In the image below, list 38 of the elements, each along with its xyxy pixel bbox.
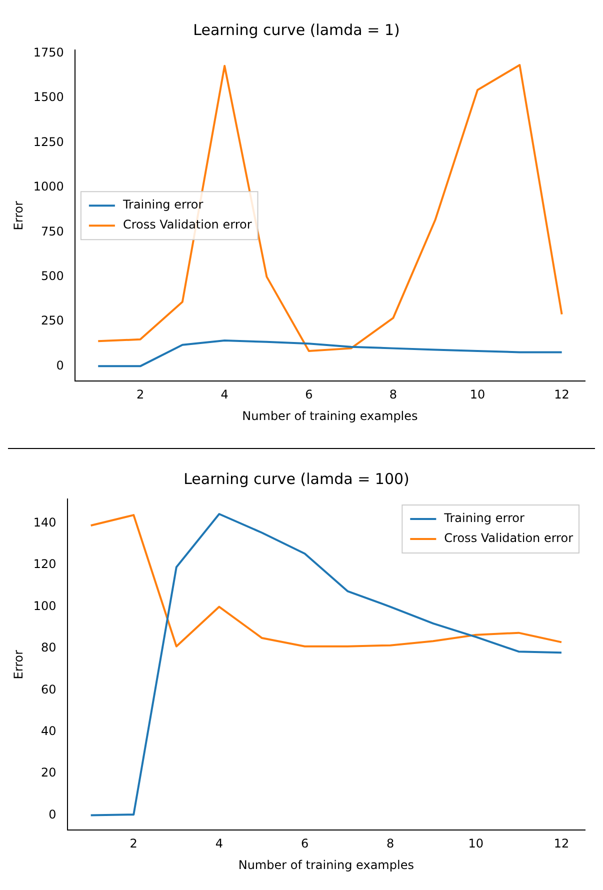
x-tick-label: 4 [220,388,228,402]
y-tick-label: 1000 [33,180,64,194]
legend-label: Cross Validation error [122,218,252,232]
x-tick-label: 8 [389,388,398,402]
y-axis-title: Error [11,200,26,230]
y-tick-label: 1750 [33,46,64,60]
y-tick-label: 0 [48,807,56,822]
x-tick-label: 2 [136,388,144,402]
x-axis-title: Number of training examples [238,858,414,872]
y-tick-label: 750 [41,224,64,238]
y-tick-label: 60 [41,682,56,696]
x-tick-label: 6 [300,836,309,851]
y-tick-label: 120 [33,557,56,572]
legend-label: Training error [122,198,204,212]
y-tick-label: 1250 [33,134,64,149]
y-tick-label: 80 [41,640,56,655]
y-tick-label: 500 [41,268,64,283]
x-tick-label: 2 [130,836,138,851]
y-tick-label: 0 [56,358,64,372]
y-tick-label: 20 [41,766,56,780]
x-tick-label: 12 [554,836,570,851]
x-tick-label: 12 [554,388,570,402]
x-axis-title: Number of training examples [242,408,418,423]
y-axis-title: Error [11,650,26,680]
y-tick-label: 1500 [33,90,64,104]
chart-title: Learning curve (lamda = 1) [193,20,400,39]
y-tick-label: 100 [33,598,56,613]
x-tick-label: 10 [470,388,486,402]
chart-title: Learning curve (lamda = 100) [184,470,410,488]
y-tick-label: 40 [41,724,56,738]
legend-label: Cross Validation error [444,531,574,546]
x-tick-label: 6 [305,388,313,402]
legend-label: Training error [443,511,524,526]
x-tick-label: 4 [215,836,224,851]
x-tick-label: 8 [386,836,394,851]
y-tick-label: 140 [33,516,56,530]
x-tick-label: 10 [468,836,484,851]
y-tick-label: 250 [41,314,64,328]
